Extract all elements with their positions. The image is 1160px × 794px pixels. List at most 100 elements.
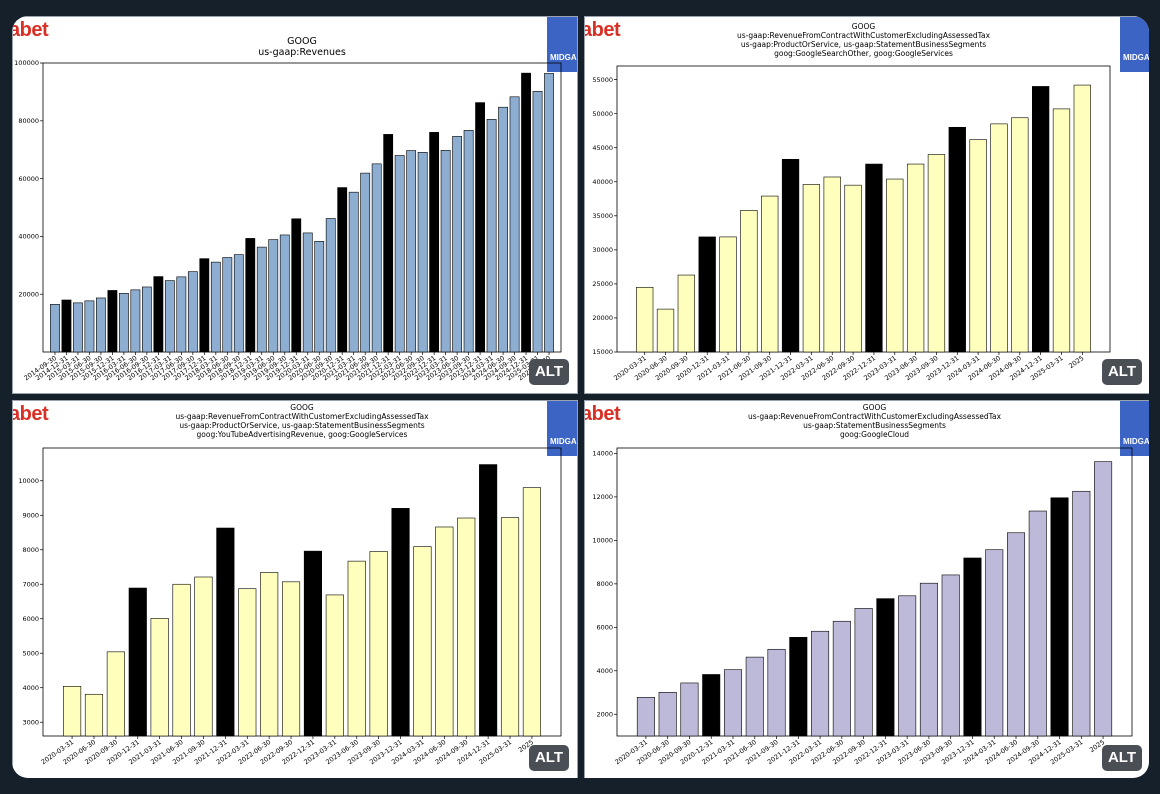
y-tick-label: 4000 [22, 684, 39, 692]
bar [948, 126, 966, 353]
bar [963, 557, 982, 737]
chart-svg: GOOGus-gaap:RevenueFromContractWithCusto… [18, 403, 562, 766]
chart-title-line: GOOG [290, 403, 314, 412]
bar [119, 293, 129, 353]
midgard-badge: MIDGA [1120, 401, 1149, 456]
bar [281, 581, 301, 737]
y-tick-label: 30000 [592, 246, 613, 254]
alt-text-button[interactable]: ALT [529, 359, 569, 385]
bar [260, 572, 279, 737]
bar [479, 464, 498, 737]
bar [391, 508, 410, 737]
bar [1072, 490, 1091, 737]
y-tick-label: 20000 [592, 314, 613, 322]
y-tick-label: 15000 [592, 348, 613, 356]
bar [723, 669, 743, 737]
bar [238, 588, 257, 737]
image-grid: abet MIDGA GOOG us-gaap:Revenues 20000 4000… [12, 16, 1149, 778]
bar [854, 608, 873, 737]
bar [268, 239, 279, 353]
bar [187, 271, 198, 353]
bar [811, 630, 830, 737]
bar [990, 123, 1008, 353]
alphabet-logo: abet [12, 403, 49, 425]
chart-title-line: us-gaap:RevenueFromContractWithCustomerE… [737, 31, 991, 40]
bar [61, 299, 72, 353]
y-tick-label: 60000 [18, 175, 39, 183]
bar [636, 697, 655, 737]
bar [865, 163, 883, 353]
bar [532, 91, 543, 353]
chart-panel-youtube-ads[interactable]: abet MIDGA GOOG us-gaap:RevenueFromContra… [12, 400, 578, 778]
bar [73, 302, 83, 353]
bar [781, 158, 800, 353]
y-tick-label: 50000 [592, 110, 613, 118]
y-tick-label: 40000 [18, 233, 39, 241]
y-tick-label: 4000 [596, 667, 613, 675]
bar [767, 648, 786, 737]
bar [128, 587, 147, 737]
bar [96, 297, 106, 353]
bar [832, 620, 851, 737]
bar [210, 261, 221, 353]
alt-text-button[interactable]: ALT [529, 745, 569, 771]
chart-title-line: goog:GoogleCloud [840, 430, 909, 439]
bar [521, 72, 531, 353]
bar [164, 280, 175, 353]
alt-text-button[interactable]: ALT [1102, 359, 1142, 385]
bar [325, 218, 336, 353]
y-tick-label: 14000 [592, 450, 613, 458]
bar [498, 106, 508, 353]
bar [172, 583, 191, 737]
y-tick-label: 10000 [18, 477, 39, 485]
bar [107, 290, 118, 353]
alt-text-button[interactable]: ALT [1102, 745, 1142, 771]
bar [245, 238, 256, 353]
bar [719, 236, 737, 353]
y-tick-label: 8000 [596, 580, 613, 588]
y-tick-label: 8000 [22, 546, 39, 554]
y-tick-label: 80000 [18, 117, 39, 125]
chart-title-line: GOOG [852, 22, 876, 31]
chart-panel-google-cloud[interactable]: abet MIDGA GOOG us-gaap:RevenueFromContra… [584, 400, 1149, 778]
y-tick-label: 7000 [22, 580, 39, 588]
bar [429, 132, 440, 353]
bar [677, 274, 695, 353]
bar [84, 300, 95, 353]
bar [279, 234, 290, 353]
chart-panel-search-other[interactable]: abet MIDGA GOOG us-gaap:RevenueFromContra… [584, 16, 1149, 394]
y-tick-label: 5000 [22, 649, 39, 657]
chart-title-line: us-gaap:ProductOrService, us-gaap:Statem… [179, 421, 424, 430]
y-tick-label: 9000 [22, 511, 39, 519]
plot-frame [616, 65, 1111, 353]
y-tick-label: 12000 [592, 493, 613, 501]
bar [50, 304, 60, 353]
y-tick-label: 25000 [592, 280, 613, 288]
chart-title-line: GOOG [287, 36, 317, 47]
bar [337, 187, 348, 353]
x-tick-label: 2025 [1067, 354, 1085, 370]
chart-panel-revenues[interactable]: abet MIDGA GOOG us-gaap:Revenues 20000 4000… [12, 16, 578, 394]
bar [347, 560, 366, 737]
bar [457, 517, 476, 737]
y-tick-label: 6000 [596, 624, 613, 632]
bar [1052, 108, 1071, 353]
bar [500, 517, 520, 737]
bar [823, 176, 841, 353]
y-tick-label: 45000 [592, 144, 613, 152]
y-tick-label: 35000 [592, 212, 613, 220]
bar [413, 546, 432, 737]
y-tick-label: 40000 [592, 178, 613, 186]
bar [150, 618, 169, 737]
bar [406, 150, 417, 353]
bar [360, 172, 371, 353]
midgard-badge: MIDGA [1120, 17, 1149, 72]
bar [199, 258, 210, 353]
bar [216, 527, 235, 737]
bar [475, 102, 485, 353]
bar [844, 184, 862, 353]
chart-svg: GOOGus-gaap:RevenueFromContractWithCusto… [592, 403, 1133, 766]
bar [789, 637, 808, 737]
y-tick-label: 3000 [22, 718, 39, 726]
badge-label: MIDGA [550, 437, 577, 446]
